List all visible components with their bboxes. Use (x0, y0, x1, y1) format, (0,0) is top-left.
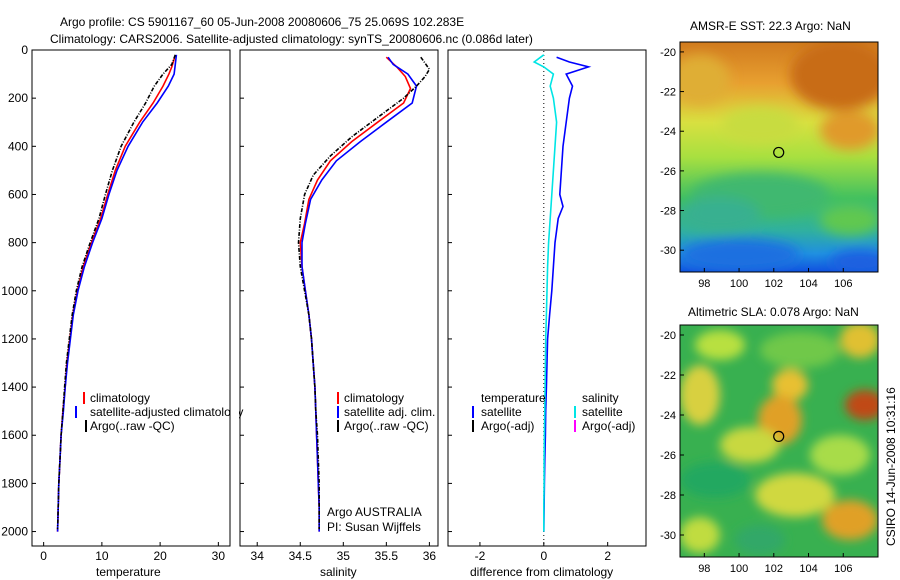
map-x-tick-label: 98 (698, 563, 710, 575)
sla-map-frame (679, 324, 879, 558)
legend-overlap-mask (231, 380, 239, 440)
x-axis-ticks: 0 10 20 30 34 34.5 35 35.5 36 -2 0 2 (40, 542, 611, 563)
sla-map-title: Altimetric SLA: 0.078 Argo: NaN (688, 305, 859, 319)
y-tick-label: 0 (21, 43, 28, 57)
legend-label: satellite (582, 405, 623, 419)
sst-map-frame (679, 41, 879, 273)
legend-label: Argo(..raw -QC) (90, 419, 175, 433)
map-y-tick-label: -30 (660, 245, 676, 257)
map-y-tick-label: -24 (660, 410, 676, 422)
y-tick-label: 2000 (1, 525, 28, 539)
y-tick-label: 800 (8, 236, 28, 250)
y-tick-label: 200 (8, 91, 28, 105)
x-tick-label: -2 (475, 549, 486, 563)
legend-label: Argo(-adj) (481, 419, 534, 433)
legend-label: satellite (481, 405, 522, 419)
map-x-tick-label: 100 (730, 563, 748, 575)
y-tick-label: 1200 (1, 332, 28, 346)
legend-label: satellite-adjusted climatology (90, 405, 243, 419)
x-tick-label: 20 (153, 549, 167, 563)
y-tick-label: 1600 (1, 428, 28, 442)
x-tick-label: 30 (212, 549, 226, 563)
sla-axis-ticks: 98 100 102 104 106 -20 -22 -24 -26 -28 -30 (660, 330, 852, 575)
y-tick-label: 600 (8, 187, 28, 201)
map-y-tick-label: -28 (660, 206, 676, 218)
map-y-tick-label: -20 (660, 330, 676, 342)
x-tick-label: 35.5 (375, 549, 399, 563)
map-x-tick-label: 104 (799, 563, 817, 575)
salinity-xlabel: salinity (320, 565, 357, 579)
map-y-tick-label: -26 (660, 450, 676, 462)
series-salinity-satellite (532, 54, 558, 532)
x-tick-label: 34 (251, 549, 265, 563)
map-y-tick-label: -20 (660, 47, 676, 59)
legend-label: Argo(..raw -QC) (344, 419, 429, 433)
legend-heading-salinity: salinity (582, 391, 619, 405)
series-argo-raw-qc (297, 56, 431, 530)
legend-heading-temperature: temperature (481, 391, 546, 405)
legend-label: satellite adj. clim. (344, 405, 435, 419)
profile-series (56, 54, 592, 532)
series-temperature-satellite (543, 56, 592, 532)
x-tick-label: 35 (337, 549, 351, 563)
side-timestamp-label: CSIRO 14-Jun-2008 10:31:16 (884, 387, 898, 546)
legend-label: climatology (90, 391, 150, 405)
sst-axis-ticks: 98 100 102 104 106 -20 -22 -24 -26 -28 -30 (660, 47, 852, 290)
annotation-argo-australia: Argo AUSTRALIA (327, 505, 422, 519)
map-x-tick-label: 106 (834, 563, 852, 575)
map-x-tick-label: 104 (799, 278, 817, 290)
map-y-tick-label: -22 (660, 87, 676, 99)
difference-axes (447, 49, 647, 547)
legend-label: Argo(-adj) (582, 419, 635, 433)
map-y-tick-label: -24 (660, 126, 676, 138)
y-tick-label: 1800 (1, 476, 28, 490)
x-tick-label: 2 (604, 549, 611, 563)
annotation-pi: PI: Susan Wijffels (327, 520, 421, 534)
temperature-axes (31, 49, 231, 547)
series-satellite-adj-clim (301, 56, 418, 532)
map-y-tick-label: -22 (660, 370, 676, 382)
y-tick-label: 1400 (1, 380, 28, 394)
series-argo-raw-qc (56, 54, 177, 530)
sst-map-title: AMSR-E SST: 22.3 Argo: NaN (690, 19, 851, 33)
difference-xlabel: difference from climatology (470, 565, 613, 579)
map-y-tick-label: -28 (660, 490, 676, 502)
salinity-legend: climatology satellite adj. clim. Argo(..… (327, 391, 435, 534)
float-location-marker (773, 430, 785, 442)
x-tick-label: 10 (95, 549, 109, 563)
map-x-tick-label: 102 (765, 278, 783, 290)
y-tick-label: 400 (8, 139, 28, 153)
map-x-tick-label: 98 (698, 278, 710, 290)
figure-title-line1: Argo profile: CS 5901167_60 05-Jun-2008 … (60, 15, 464, 29)
temperature-xlabel: temperature (96, 565, 161, 579)
x-tick-label: 0 (540, 549, 547, 563)
x-tick-label: 36 (423, 549, 437, 563)
x-tick-label: 34.5 (289, 549, 313, 563)
x-tick-label: 0 (40, 549, 47, 563)
map-x-tick-label: 106 (834, 278, 852, 290)
depth-axis-ticks: 0 200 400 600 800 1000 1200 1400 1600 1800 2000 (1, 43, 452, 539)
series-satellite-adjusted-climatology (56, 54, 178, 532)
map-x-tick-label: 102 (765, 563, 783, 575)
map-y-tick-label: -26 (660, 166, 676, 178)
difference-legend: temperature satellite Argo(-adj) salinit… (472, 391, 635, 433)
y-tick-label: 1000 (1, 284, 28, 298)
salinity-axes (239, 49, 439, 547)
figure-title-line2: Climatology: CARS2006. Satellite-adjuste… (50, 32, 533, 46)
float-location-marker (773, 146, 785, 159)
legend-label: climatology (344, 391, 404, 405)
map-y-tick-label: -30 (660, 530, 676, 542)
temperature-legend: climatology satellite-adjusted climatolo… (75, 391, 243, 433)
map-x-tick-label: 100 (730, 278, 748, 290)
